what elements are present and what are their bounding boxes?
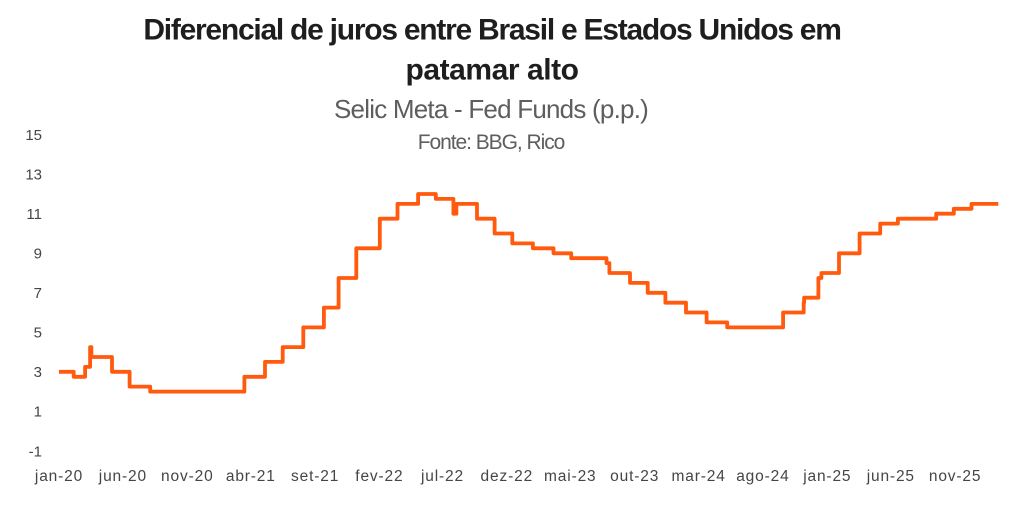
svg-text:13: 13 xyxy=(25,167,42,184)
svg-text:jan-20: jan-20 xyxy=(34,468,83,485)
svg-text:jun-20: jun-20 xyxy=(98,468,147,485)
svg-text:mar-24: mar-24 xyxy=(671,468,725,485)
svg-text:jan-25: jan-25 xyxy=(802,468,851,485)
svg-text:5: 5 xyxy=(34,325,42,342)
svg-text:patamar alto: patamar alto xyxy=(406,54,579,87)
svg-text:1: 1 xyxy=(34,404,42,421)
svg-text:9: 9 xyxy=(34,246,42,263)
svg-text:Diferencial de juros entre Bra: Diferencial de juros entre Brasil e Esta… xyxy=(143,14,840,47)
svg-text:Fonte: BBG, Rico: Fonte: BBG, Rico xyxy=(418,131,565,154)
svg-text:jun-25: jun-25 xyxy=(866,468,915,485)
svg-text:3: 3 xyxy=(34,364,42,381)
svg-text:abr-21: abr-21 xyxy=(226,468,276,485)
svg-text:15: 15 xyxy=(25,127,42,144)
svg-text:nov-25: nov-25 xyxy=(929,468,982,485)
svg-text:nov-20: nov-20 xyxy=(161,468,214,485)
svg-text:out-23: out-23 xyxy=(610,468,659,485)
svg-text:dez-22: dez-22 xyxy=(481,468,534,485)
svg-text:11: 11 xyxy=(26,206,42,223)
svg-text:-1: -1 xyxy=(29,443,42,460)
svg-text:mai-23: mai-23 xyxy=(544,468,596,485)
svg-text:Selic Meta - Fed Funds (p.p.): Selic Meta - Fed Funds (p.p.) xyxy=(334,94,648,124)
svg-text:jul-22: jul-22 xyxy=(420,468,464,485)
svg-text:ago-24: ago-24 xyxy=(736,468,789,485)
svg-text:7: 7 xyxy=(34,285,42,302)
svg-text:set-21: set-21 xyxy=(291,468,339,485)
svg-text:fev-22: fev-22 xyxy=(355,468,403,485)
